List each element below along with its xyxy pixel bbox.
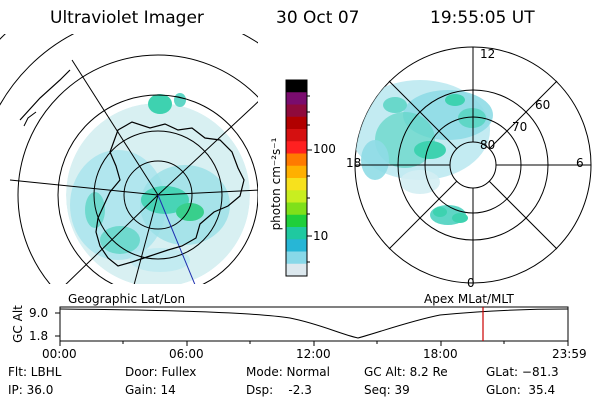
colorbar-cell	[286, 239, 307, 252]
info-gain: Gain: 14	[125, 383, 176, 397]
info-seq: Seq: 39	[364, 383, 410, 397]
colorbar-cell	[286, 92, 307, 105]
colorbar-cell	[286, 178, 307, 191]
meridian-line	[133, 194, 159, 284]
x-tick-label: 06:00	[169, 347, 204, 361]
altitude-curve	[59, 308, 569, 339]
colorbar-cell	[286, 263, 307, 277]
meridian-line	[65, 194, 159, 284]
mlt-line	[488, 180, 558, 250]
colorbar-cell	[286, 129, 307, 142]
lat-circle	[93, 130, 223, 260]
colorbar-cell	[286, 80, 307, 93]
colorbar-unit-label: photon cm⁻²s⁻¹	[269, 137, 283, 231]
mlt-label-6: 6	[576, 156, 584, 170]
lat-circle	[123, 160, 193, 230]
colorbar-cell	[286, 165, 307, 179]
x-tick-label: 23:59	[552, 347, 587, 361]
colorbar-label-100: 100	[313, 142, 336, 156]
colorbar-label-10: 10	[313, 229, 329, 243]
time-label: 19:55:05 UT	[430, 8, 535, 28]
info-flt: Flt: LBHL	[8, 365, 62, 379]
meridian-line	[71, 59, 159, 196]
y-tick-label: 9.0	[29, 306, 49, 320]
colorbar-cell	[286, 153, 307, 167]
left-map-title: Geographic Lat/Lon	[68, 292, 186, 306]
mlat-label-80: 80	[480, 138, 496, 152]
x-tick-label: 18:00	[423, 347, 458, 361]
mlt-line	[488, 80, 558, 150]
colorbar-cell	[286, 116, 307, 130]
lat-circle	[17, 54, 258, 284]
info-gcalt: GC Alt: 8.2 Re	[364, 365, 448, 379]
info-glon: GLon: 35.4	[486, 383, 556, 397]
y-tick-label: 1.8	[29, 329, 49, 343]
x-tick-label: 00:00	[42, 347, 77, 361]
colorbar-cell	[286, 251, 307, 265]
geographic-map	[0, 34, 258, 284]
magnetic-map	[354, 46, 592, 284]
right-auroral-emission	[355, 80, 493, 225]
left-emission-spot	[174, 93, 186, 107]
right-map-title: Apex MLat/MLT	[424, 292, 514, 306]
info-mode: Mode: Normal	[246, 365, 330, 379]
colorbar-cell	[286, 202, 307, 216]
mlt-label-18: 18	[346, 156, 362, 170]
info-dsp: Dsp: -2.3	[246, 383, 312, 397]
meridian-line	[157, 101, 258, 196]
altitude-ylabel: GC Alt	[11, 305, 25, 343]
colorbar-cell	[286, 141, 307, 154]
mlat-label-70: 70	[512, 120, 528, 134]
x-tick-label: 12:00	[296, 347, 331, 361]
coastline	[23, 111, 37, 127]
date-label: 30 Oct 07	[276, 8, 360, 28]
mlt-label-12: 12	[480, 47, 496, 61]
info-door: Door: Fullex	[125, 365, 197, 379]
altitude-plot	[55, 306, 569, 346]
coastline	[95, 121, 245, 267]
left-emission-spot	[148, 94, 172, 114]
colorbar-cell	[286, 190, 307, 203]
info-ip: IP: 36.0	[8, 383, 54, 397]
dateline-meridian	[157, 194, 196, 284]
colorbar	[285, 79, 312, 277]
mlt-label-0: 0	[467, 276, 475, 290]
mlt-line	[388, 80, 458, 150]
colorbar-cell	[286, 104, 307, 118]
lat-circle	[57, 94, 258, 284]
meridian-line	[157, 189, 258, 196]
meridian-line	[9, 179, 159, 196]
mlat-label-60: 60	[535, 98, 551, 112]
mlt-line	[388, 180, 458, 250]
app-title: Ultraviolet Imager	[50, 8, 204, 28]
colorbar-cell	[286, 214, 307, 228]
colorbar-frame	[285, 79, 308, 277]
colorbar-cell	[286, 227, 307, 240]
info-glat: GLat: −81.3	[486, 365, 559, 379]
coastline	[19, 69, 71, 121]
